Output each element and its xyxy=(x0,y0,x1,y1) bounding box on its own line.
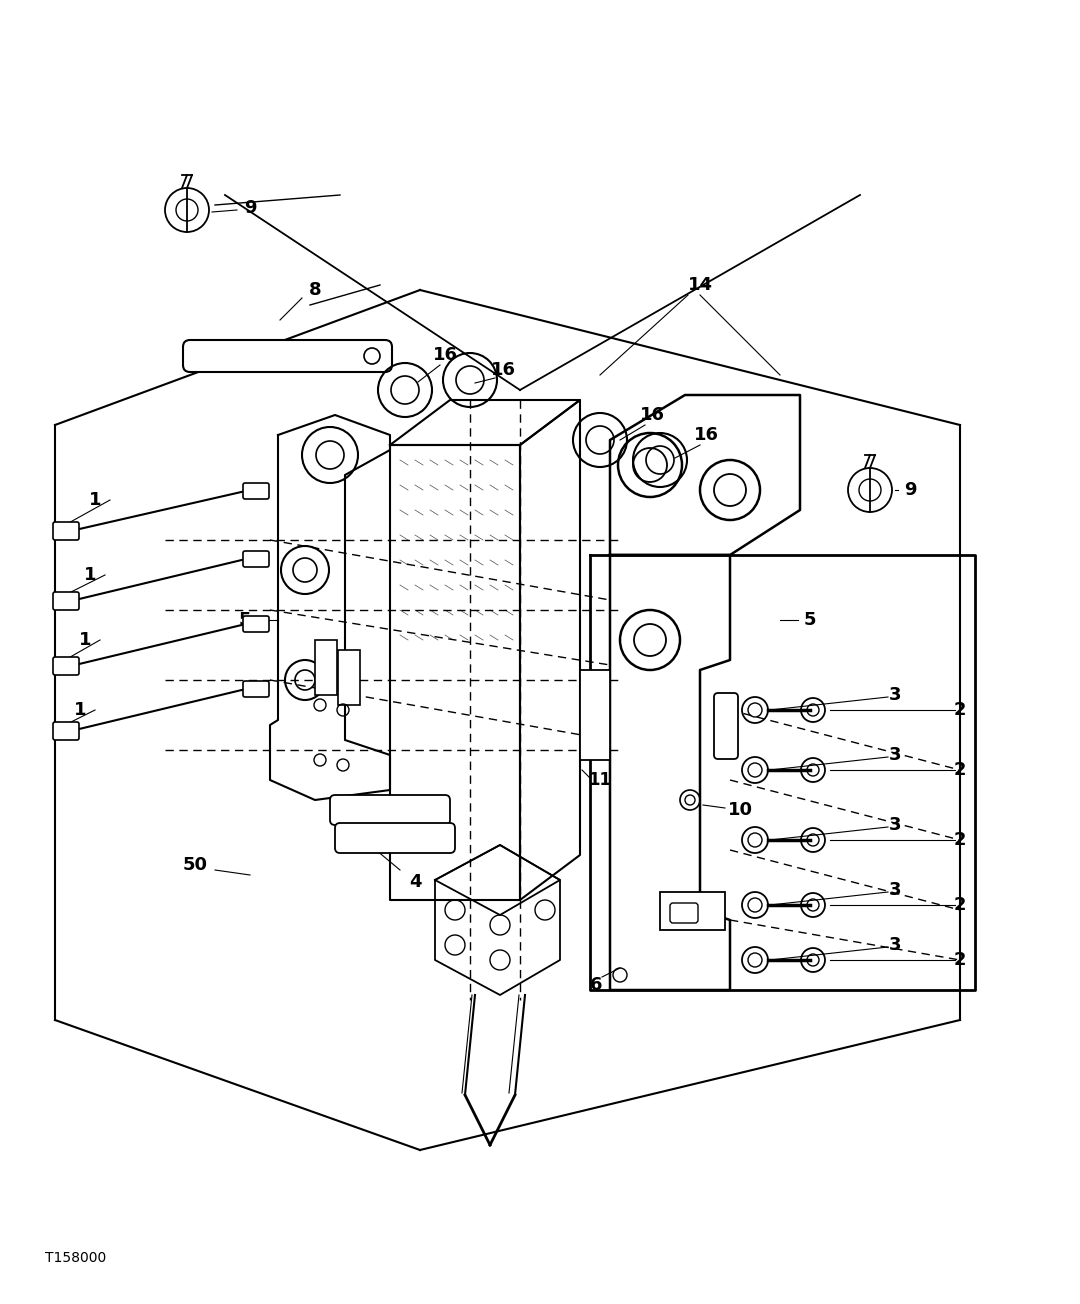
Text: 5: 5 xyxy=(239,612,252,629)
Text: 2: 2 xyxy=(954,702,967,719)
Text: 10: 10 xyxy=(728,801,753,819)
FancyBboxPatch shape xyxy=(243,552,269,567)
Text: 6: 6 xyxy=(590,975,603,994)
Text: 5: 5 xyxy=(804,612,816,629)
FancyBboxPatch shape xyxy=(53,522,79,540)
FancyBboxPatch shape xyxy=(243,482,269,499)
Text: 1: 1 xyxy=(73,702,86,719)
Text: 16: 16 xyxy=(432,346,458,364)
Text: 3: 3 xyxy=(889,816,901,835)
FancyBboxPatch shape xyxy=(243,615,269,632)
Bar xyxy=(315,640,337,695)
FancyBboxPatch shape xyxy=(53,657,79,675)
Text: 11: 11 xyxy=(589,771,611,789)
Text: 3: 3 xyxy=(889,746,901,764)
Text: 3: 3 xyxy=(889,686,901,704)
FancyBboxPatch shape xyxy=(335,823,455,853)
Text: 9: 9 xyxy=(904,481,916,499)
Text: 16: 16 xyxy=(693,426,718,443)
Text: 2: 2 xyxy=(954,951,967,969)
FancyBboxPatch shape xyxy=(714,692,738,759)
Text: 3: 3 xyxy=(889,936,901,955)
Text: 50: 50 xyxy=(183,855,207,874)
Text: 2: 2 xyxy=(954,762,967,778)
Text: 8: 8 xyxy=(309,280,322,299)
Text: 1: 1 xyxy=(89,492,102,509)
Text: 2: 2 xyxy=(954,831,967,849)
Text: T158000: T158000 xyxy=(45,1251,106,1265)
Bar xyxy=(580,670,610,760)
FancyBboxPatch shape xyxy=(243,681,269,698)
Text: 2: 2 xyxy=(954,896,967,914)
Text: 4: 4 xyxy=(408,872,421,891)
Text: 16: 16 xyxy=(639,406,664,424)
FancyBboxPatch shape xyxy=(330,795,450,825)
FancyBboxPatch shape xyxy=(53,722,79,739)
Bar xyxy=(338,649,360,705)
Bar xyxy=(660,892,725,930)
Text: 1: 1 xyxy=(84,566,96,584)
FancyBboxPatch shape xyxy=(670,902,698,923)
Text: 1: 1 xyxy=(79,631,91,649)
FancyBboxPatch shape xyxy=(53,592,79,610)
Text: 3: 3 xyxy=(889,882,901,898)
Text: 9: 9 xyxy=(244,200,256,216)
Text: 16: 16 xyxy=(490,361,515,379)
FancyBboxPatch shape xyxy=(183,340,392,372)
Text: 14: 14 xyxy=(688,276,713,293)
